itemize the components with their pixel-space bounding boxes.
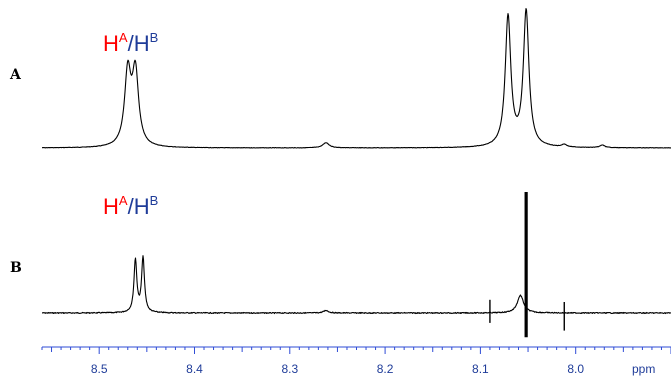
x-tick-label: 8.5 [91, 362, 108, 376]
panel-a-label-hb-sup: B [150, 30, 159, 45]
panel-a-label-hb: H [134, 31, 150, 56]
x-axis-ticks: 8.5 8.4 8.3 8.2 8.1 8.0 [41, 347, 671, 376]
panel-a-letter: A [9, 67, 22, 83]
x-tick-label: 8.2 [377, 362, 394, 376]
spectrum-trace-a [41, 8, 671, 149]
spectrum-trace-b [41, 255, 671, 315]
x-axis-unit-label: ppm [632, 362, 655, 376]
panel-a-label-ha-sup: A [119, 30, 128, 45]
x-tick-label: 8.4 [186, 362, 203, 376]
panel-b-label-ha: H [103, 194, 119, 219]
panel-a-peak-label: HA/HB [103, 30, 158, 56]
panel-b-label-hb-sup: B [150, 193, 159, 208]
panel-a-label-ha: H [103, 31, 119, 56]
panel-b-label-ha-sup: A [119, 193, 128, 208]
panel-b-label-hb: H [134, 194, 150, 219]
panel-b-letter: B [10, 260, 22, 276]
panel-a-label-sep: / [128, 31, 135, 56]
x-tick-label: 8.1 [472, 362, 489, 376]
x-tick-label: 8.0 [567, 362, 584, 376]
x-tick-label: 8.3 [281, 362, 298, 376]
artifact-group-b [489, 192, 565, 338]
panel-b-peak-label: HA/HB [103, 193, 158, 219]
panel-b-label-sep: / [128, 194, 135, 219]
